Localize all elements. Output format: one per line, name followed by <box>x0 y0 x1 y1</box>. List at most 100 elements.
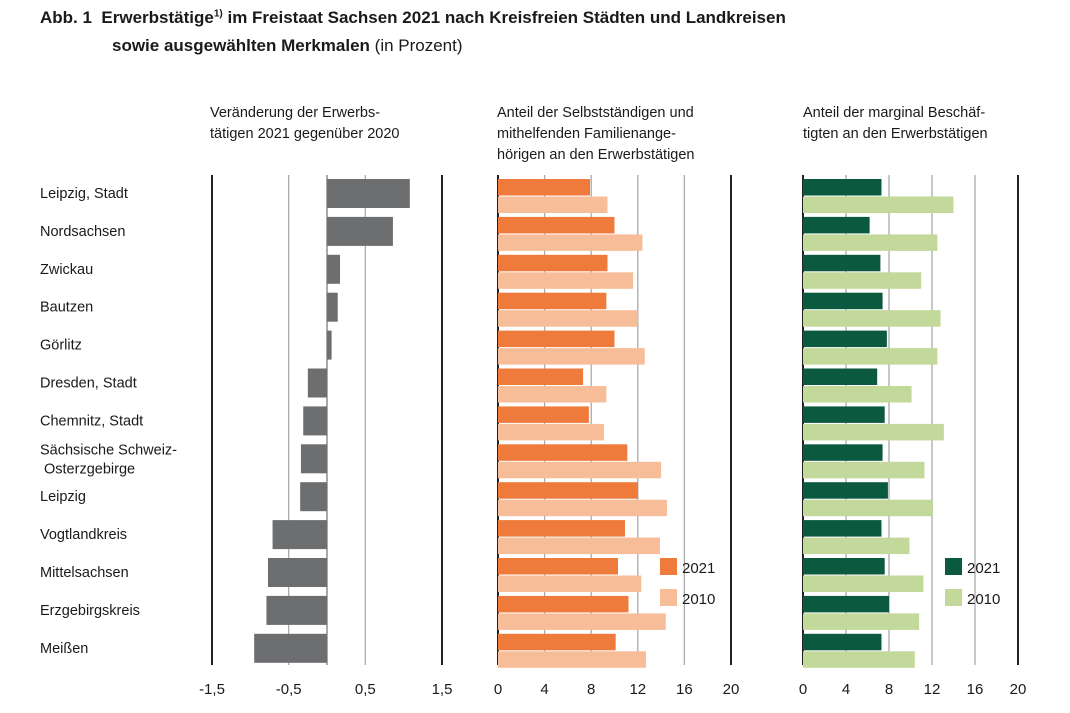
x-tick-label: -1,5 <box>199 681 225 698</box>
bar-2021 <box>498 292 607 310</box>
title-rest: im Freistaat Sachsen 2021 nach Kreisfrei… <box>227 8 786 27</box>
legend-swatch <box>660 558 677 575</box>
bar-2010 <box>803 575 924 592</box>
category-label: Zwickau <box>40 262 93 278</box>
category-label: Mittelsachsen <box>40 565 129 581</box>
bar-2021 <box>803 216 870 234</box>
bar-2010 <box>498 386 607 403</box>
x-tick-label: 4 <box>842 681 850 698</box>
figure-title: Abb. 1 Erwerbstätige1) im Freistaat Sach… <box>40 8 786 28</box>
bar-2021 <box>803 368 878 385</box>
panel2-title: Anteil der Selbstständigen und mithelfen… <box>497 105 695 163</box>
bar-2021 <box>803 330 887 348</box>
legend-label: 2010 <box>682 591 715 608</box>
bar-2021 <box>498 216 615 234</box>
bar-2010 <box>498 196 608 213</box>
bar-value <box>327 216 393 246</box>
legend-label: 2021 <box>682 560 715 577</box>
panel1-title: Veränderung der Erwerbs- tätigen 2021 ge… <box>210 105 400 142</box>
bar-value <box>327 254 341 284</box>
category-label: Chemnitz, Stadt <box>40 413 143 429</box>
bar-2010 <box>803 499 934 517</box>
category-label: Nordsachsen <box>40 224 125 240</box>
x-tick-label: 4 <box>540 681 548 698</box>
bar-2021 <box>803 595 889 613</box>
legend-swatch <box>660 589 677 606</box>
bar-value <box>300 482 327 512</box>
bar-2021 <box>498 330 615 348</box>
bar-2021 <box>498 368 584 385</box>
bar-2010 <box>498 575 642 592</box>
bar-2010 <box>803 310 941 327</box>
bar-2010 <box>803 234 938 251</box>
bar-2010 <box>498 537 660 555</box>
bar-2010 <box>803 613 920 630</box>
legend-swatch <box>945 589 962 606</box>
bar-2010 <box>803 196 954 213</box>
x-tick-label: 8 <box>885 681 893 698</box>
bar-2010 <box>498 613 666 630</box>
x-tick-label: 0 <box>799 681 807 698</box>
x-tick-label: 0,5 <box>355 681 376 698</box>
bar-2021 <box>803 444 883 461</box>
bar-2010 <box>803 423 944 441</box>
bar-value <box>254 633 327 663</box>
title-main: Erwerbstätige <box>101 8 214 27</box>
bar-2021 <box>498 520 625 537</box>
bar-2010 <box>498 348 645 365</box>
bar-2010 <box>803 461 925 479</box>
footnote-marker: 1) <box>213 8 223 20</box>
bar-2021 <box>498 406 589 423</box>
bar-2010 <box>498 461 662 479</box>
bar-value <box>300 444 327 474</box>
legend-swatch <box>945 558 962 575</box>
category-label: Bautzen <box>40 300 93 316</box>
figure-number: Abb. 1 <box>40 8 92 27</box>
bar-2010 <box>803 537 910 555</box>
bar-2010 <box>498 272 634 289</box>
x-tick-label: 1,5 <box>432 681 453 698</box>
category-label: Dresden, Stadt <box>40 376 137 392</box>
bar-value <box>327 179 410 208</box>
category-label: Erzgebirgskreis <box>40 603 140 619</box>
category-label: Meißen <box>40 641 88 657</box>
legend-label: 2010 <box>967 591 1000 608</box>
x-tick-label: 12 <box>629 681 646 698</box>
bar-2021 <box>803 520 882 537</box>
bar-2021 <box>803 179 882 196</box>
x-tick-label: 16 <box>676 681 693 698</box>
category-label: Vogtlandkreis <box>40 527 127 543</box>
category-label: Sächsische Schweiz- <box>40 442 177 458</box>
bar-2021 <box>498 254 608 272</box>
x-tick-label: 0 <box>494 681 502 698</box>
bar-2010 <box>498 651 646 668</box>
bar-value <box>267 558 327 587</box>
bar-value <box>303 406 327 436</box>
bar-2021 <box>803 292 883 310</box>
panel3-title: Anteil der marginal Beschäf- tigten an d… <box>803 105 988 142</box>
bar-2021 <box>498 633 616 651</box>
bar-2010 <box>498 423 605 441</box>
bar-2010 <box>803 272 922 289</box>
bar-2010 <box>803 386 912 403</box>
bar-2010 <box>803 348 938 365</box>
bar-2010 <box>803 651 915 668</box>
category-label: Görlitz <box>40 338 82 354</box>
x-tick-label: 16 <box>967 681 984 698</box>
subtitle-bold: sowie ausgewählten Merkmalen <box>112 36 370 55</box>
bar-value <box>266 595 327 625</box>
subtitle-unit: (in Prozent) <box>374 36 463 55</box>
bar-2021 <box>803 482 888 499</box>
bar-value <box>327 292 338 322</box>
category-label: Leipzig, Stadt <box>40 186 128 202</box>
bar-2021 <box>498 558 618 575</box>
bar-2010 <box>498 499 667 517</box>
bar-2010 <box>498 234 643 251</box>
x-tick-label: 8 <box>587 681 595 698</box>
bar-2021 <box>498 179 591 196</box>
bar-2010 <box>498 310 638 327</box>
x-tick-label: -0,5 <box>276 681 302 698</box>
x-tick-label: 20 <box>723 681 740 698</box>
bar-value <box>307 368 327 398</box>
